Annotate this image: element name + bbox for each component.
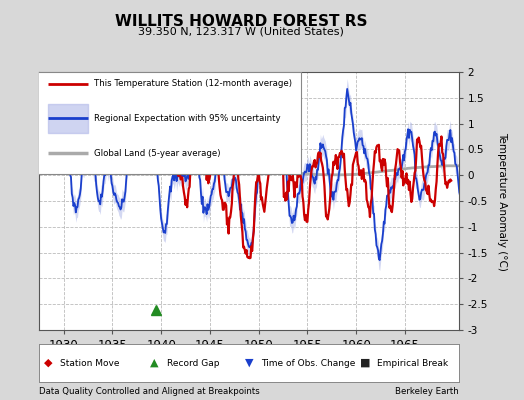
Text: Regional Expectation with 95% uncertainty: Regional Expectation with 95% uncertaint… (94, 114, 280, 123)
Y-axis label: Temperature Anomaly (°C): Temperature Anomaly (°C) (497, 132, 507, 270)
Text: This Temperature Station (12-month average): This Temperature Station (12-month avera… (94, 79, 292, 88)
FancyBboxPatch shape (37, 72, 301, 174)
Text: Station Move: Station Move (60, 358, 120, 368)
Text: 39.350 N, 123.317 W (United States): 39.350 N, 123.317 W (United States) (138, 26, 344, 36)
Text: WILLITS HOWARD FOREST RS: WILLITS HOWARD FOREST RS (115, 14, 367, 29)
Text: Global Land (5-year average): Global Land (5-year average) (94, 149, 220, 158)
Text: Empirical Break: Empirical Break (377, 358, 448, 368)
Text: Berkeley Earth: Berkeley Earth (395, 387, 458, 396)
Text: ▲: ▲ (150, 358, 159, 368)
Text: Time of Obs. Change: Time of Obs. Change (261, 358, 356, 368)
Text: ▼: ▼ (245, 358, 253, 368)
Text: ■: ■ (360, 358, 370, 368)
Text: ◆: ◆ (43, 358, 52, 368)
Text: Record Gap: Record Gap (167, 358, 220, 368)
Text: Data Quality Controlled and Aligned at Breakpoints: Data Quality Controlled and Aligned at B… (39, 387, 260, 396)
